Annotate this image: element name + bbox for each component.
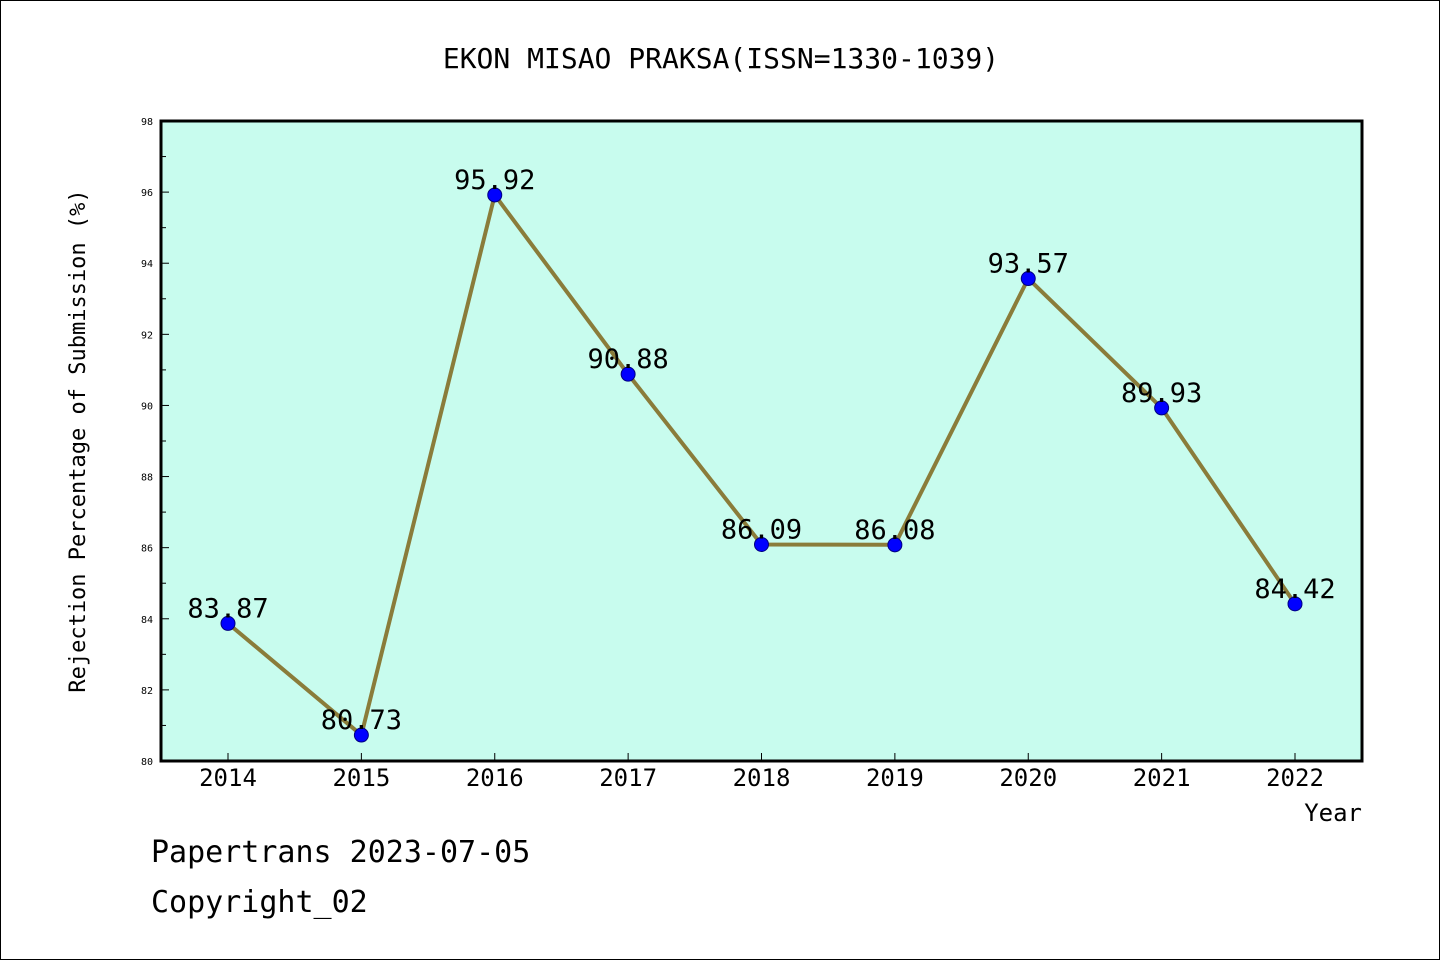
data-point xyxy=(487,187,503,203)
data-label: 86.09 xyxy=(721,514,802,545)
data-label: 89.93 xyxy=(1121,378,1202,409)
data-point xyxy=(220,615,236,631)
data-point xyxy=(754,536,769,552)
y-tick-label: 88 xyxy=(141,473,153,484)
data-point xyxy=(1154,400,1170,416)
y-tick-label: 92 xyxy=(141,330,153,341)
data-point xyxy=(1020,271,1036,287)
x-tick-label: 2017 xyxy=(599,764,657,792)
data-label: 90.88 xyxy=(587,344,668,375)
x-tick-label: 2014 xyxy=(199,764,257,792)
x-axis-label: Year xyxy=(1304,799,1362,827)
x-tick-label: 2019 xyxy=(866,764,924,792)
plot-border xyxy=(159,119,1364,763)
y-tick-label: 80 xyxy=(141,757,153,768)
data-point xyxy=(887,537,903,553)
x-tick-label: 2022 xyxy=(1266,764,1324,792)
chart-title: EKON MISAO PRAKSA(ISSN=1330-1039) xyxy=(443,42,999,75)
x-tick-label: 2020 xyxy=(999,764,1057,792)
data-label: 86.08 xyxy=(854,515,935,546)
y-tick-label: 98 xyxy=(141,117,153,128)
y-axis-label: Rejection Percentage of Submission (%) xyxy=(66,189,91,692)
y-tick-label: 96 xyxy=(141,188,153,199)
data-label: 93.57 xyxy=(988,249,1069,280)
footer-date: Papertrans 2023-07-05 xyxy=(151,835,531,870)
y-tick-label: 84 xyxy=(141,615,153,626)
x-tick-label: 2016 xyxy=(466,764,524,792)
data-point xyxy=(1287,596,1303,612)
data-point xyxy=(353,727,369,743)
plot-area xyxy=(161,121,1362,761)
y-tick-label: 94 xyxy=(141,259,153,270)
y-tick-label: 82 xyxy=(141,686,153,697)
data-label: 83.87 xyxy=(187,593,268,624)
y-tick-label: 86 xyxy=(141,544,153,555)
data-label: 95.92 xyxy=(454,165,535,196)
x-tick-label: 2018 xyxy=(733,764,791,792)
footer-copyright: Copyright_02 xyxy=(151,885,368,920)
data-label: 84.42 xyxy=(1254,574,1335,605)
data-point xyxy=(620,366,636,382)
x-tick-label: 2021 xyxy=(1133,764,1191,792)
x-tick-label: 2015 xyxy=(332,764,390,792)
data-label: 80.73 xyxy=(321,705,402,736)
y-tick-label: 90 xyxy=(141,401,153,412)
